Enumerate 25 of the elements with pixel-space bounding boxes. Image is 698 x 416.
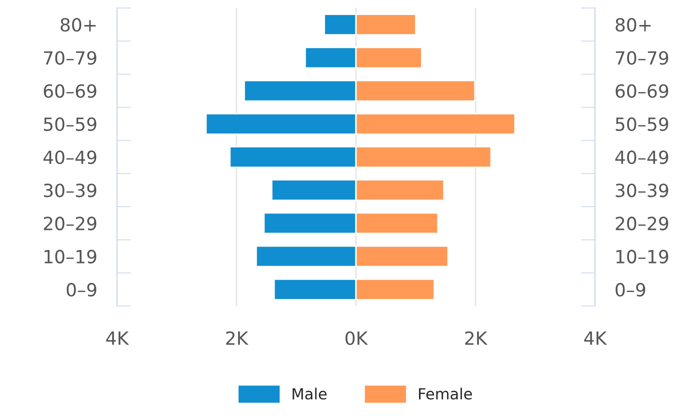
x-tick-label: 4K: [106, 332, 130, 345]
category-label: 80+: [60, 18, 96, 32]
legend-label: Female: [419, 388, 472, 400]
legend-label: Male: [292, 388, 327, 400]
x-tick-label: 2K: [226, 331, 249, 345]
y-tick-label: 60–69: [616, 84, 668, 98]
y-tick-label: 40–49: [615, 150, 668, 164]
category-label: 60–69: [44, 84, 96, 98]
y-tick-label: 80+: [616, 18, 651, 32]
x-tick-label: 4K: [584, 332, 608, 345]
category-label: 50–59: [44, 117, 96, 132]
category-label: 0–9: [66, 282, 96, 297]
category-label: 40–49: [43, 150, 96, 164]
category-label: 20–29: [44, 216, 96, 230]
category-label: 70–79: [44, 51, 96, 65]
y-tick-label: 20–29: [616, 216, 668, 230]
y-tick-label: 50–59: [616, 117, 668, 132]
x-tick-label: 0K: [346, 331, 368, 345]
y-tick-label: 10–19: [616, 250, 668, 264]
x-tick-label: 2K: [465, 331, 488, 345]
y-tick-label: 30–39: [616, 184, 668, 198]
category-label: 30–39: [44, 184, 96, 198]
category-label: 10–19: [44, 250, 96, 264]
y-tick-label: 0–9: [616, 282, 646, 297]
y-tick-label: 70–79: [616, 51, 668, 65]
